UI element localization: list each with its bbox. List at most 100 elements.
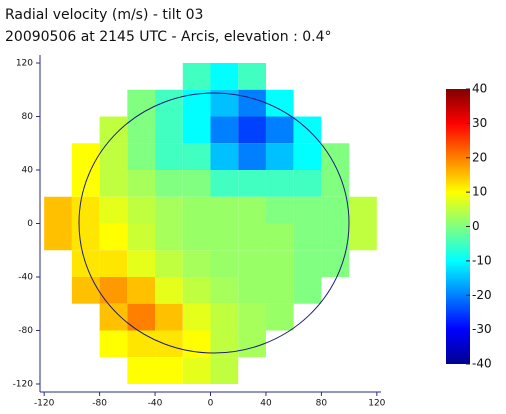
y-tick-label: 120 [16, 59, 33, 69]
velocity-cell [265, 303, 294, 331]
velocity-cell [210, 303, 239, 331]
velocity-cell [321, 170, 350, 197]
colorbar-tick-label: -10 [472, 253, 492, 267]
velocity-cell [293, 223, 322, 251]
velocity-cell [127, 196, 156, 224]
velocity-cell [99, 170, 128, 197]
velocity-cell [265, 89, 294, 117]
velocity-cell [321, 196, 350, 224]
velocity-cell [71, 276, 100, 304]
velocity-cell [182, 223, 211, 251]
velocity-cell [99, 116, 128, 144]
velocity-cell [155, 330, 183, 358]
velocity-cell [349, 223, 377, 251]
velocity-cell [155, 223, 183, 251]
x-tick-label: 40 [260, 399, 272, 409]
velocity-cell [44, 196, 72, 224]
velocity-cell [238, 89, 266, 117]
velocity-cell [99, 303, 128, 331]
velocity-cell [155, 89, 183, 117]
x-tick-label: -120 [34, 399, 55, 409]
velocity-cell [127, 170, 156, 197]
colorbar-tick-label: -40 [472, 357, 492, 371]
colorbar-tick-label: 10 [472, 185, 487, 199]
chart-title: Radial velocity (m/s) - tilt 03 [5, 7, 203, 23]
velocity-cell [155, 170, 183, 197]
velocity-cell [182, 250, 211, 277]
velocity-cell [210, 116, 239, 144]
chart-subtitle: 20090506 at 2145 UTC - Arcis, elevation … [5, 29, 332, 45]
velocity-cell [265, 143, 294, 171]
velocity-cell [238, 276, 266, 304]
x-tick-label: 80 [316, 399, 328, 409]
colorbar-tick-label: 20 [472, 150, 487, 164]
velocity-cell [182, 143, 211, 171]
velocity-cell [99, 250, 128, 277]
y-tick-label: -120 [13, 379, 34, 389]
velocity-cell [293, 143, 322, 171]
velocity-cell [238, 223, 266, 251]
velocity-cell [265, 223, 294, 251]
velocity-cell [155, 196, 183, 224]
velocity-cell [210, 143, 239, 171]
velocity-cell [71, 223, 100, 251]
colorbar-tick-label: 30 [472, 116, 487, 130]
velocity-cell [182, 170, 211, 197]
colorbar-tick-label: -30 [472, 322, 492, 336]
colorbar-tick-label: 0 [472, 219, 480, 233]
velocity-cell [210, 250, 239, 277]
velocity-cell [127, 143, 156, 171]
velocity-cell [210, 357, 239, 384]
velocity-cell [155, 143, 183, 171]
x-tick-label: 120 [368, 399, 385, 409]
velocity-cell [210, 170, 239, 197]
velocity-cell [127, 116, 156, 144]
velocity-cell [238, 250, 266, 277]
velocity-cell [238, 330, 266, 358]
velocity-cell [44, 223, 72, 251]
x-tick-label: -80 [92, 399, 107, 409]
velocity-cell [238, 196, 266, 224]
velocity-cell [349, 196, 377, 224]
velocity-cell [210, 223, 239, 251]
velocity-cell [293, 196, 322, 224]
velocity-cell [210, 63, 239, 90]
velocity-cell [155, 303, 183, 331]
velocity-cell [238, 116, 266, 144]
velocity-cell [321, 223, 350, 251]
velocity-cell [155, 357, 183, 384]
y-tick-label: -80 [18, 326, 33, 336]
velocity-cell [210, 196, 239, 224]
velocity-cell [182, 276, 211, 304]
velocity-cell [182, 196, 211, 224]
velocity-cell [182, 116, 211, 144]
velocity-cell [127, 89, 156, 117]
velocity-cell [238, 303, 266, 331]
y-tick-label: 0 [27, 219, 33, 229]
velocity-cell [265, 170, 294, 197]
velocity-cell [293, 250, 322, 277]
colorbar-tick-label: 40 [472, 82, 487, 96]
velocity-cell [127, 357, 156, 384]
x-tick-label: -40 [148, 399, 163, 409]
velocity-cell [182, 357, 211, 384]
y-tick-label: -40 [18, 272, 33, 282]
velocity-cell [155, 276, 183, 304]
velocity-cell [182, 63, 211, 90]
velocity-cell [99, 276, 128, 304]
velocity-cell [238, 143, 266, 171]
velocity-cell [265, 196, 294, 224]
velocity-cell [127, 276, 156, 304]
velocity-cell [182, 303, 211, 331]
velocity-cell [265, 116, 294, 144]
velocity-cell [238, 63, 266, 90]
velocity-cell [71, 196, 100, 224]
velocity-cell [238, 170, 266, 197]
velocity-cell [127, 330, 156, 358]
velocity-cell [265, 276, 294, 304]
colorbar-tick-label: -20 [472, 288, 492, 302]
y-tick-label: 40 [22, 166, 34, 176]
velocity-cell [210, 276, 239, 304]
range-ring [78, 92, 350, 354]
velocity-cell [155, 250, 183, 277]
